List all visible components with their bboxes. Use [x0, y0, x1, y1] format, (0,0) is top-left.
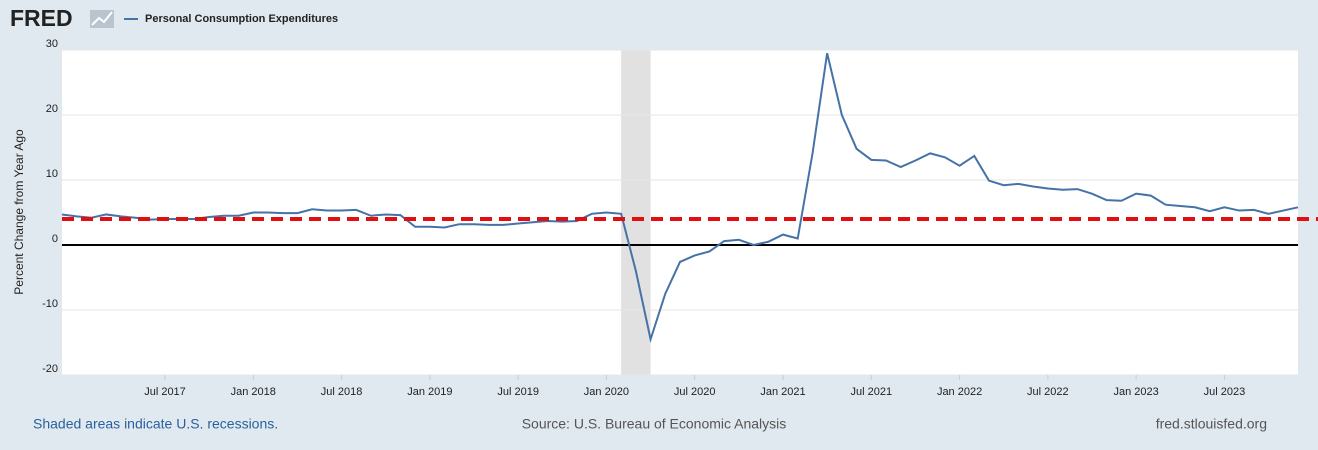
x-tick-label: Jul 2019	[497, 386, 539, 398]
x-tick-label: Jul 2023	[1204, 386, 1246, 398]
x-tick-label: Jan 2020	[584, 386, 629, 398]
y-tick-label: 0	[52, 233, 58, 245]
x-tick-label: Jul 2018	[321, 386, 363, 398]
recession-note: Shaded areas indicate U.S. recessions.	[33, 416, 278, 432]
logo: FRED	[10, 5, 73, 31]
source: Source: U.S. Bureau of Economic Analysis	[522, 416, 787, 432]
recession-band	[621, 50, 651, 375]
x-tick-label: Jul 2021	[850, 386, 892, 398]
site: fred.stlouisfed.org	[1156, 416, 1267, 432]
x-tick-label: Jan 2018	[231, 386, 276, 398]
x-tick-label: Jan 2019	[407, 386, 452, 398]
x-tick-label: Jan 2021	[760, 386, 805, 398]
x-tick-label: Jul 2022	[1027, 386, 1069, 398]
y-tick-label: -10	[42, 298, 58, 310]
series-line	[61, 53, 1299, 344]
y-tick-label: -20	[42, 363, 58, 375]
y-tick-label: 20	[46, 103, 58, 115]
y-tick-label: 10	[46, 168, 58, 180]
legend-label: Personal Consumption Expenditures	[145, 13, 338, 25]
plot-area	[62, 50, 1298, 375]
y-axis-label: Percent Change from Year Ago	[12, 129, 26, 295]
x-tick-label: Jul 2017	[144, 386, 186, 398]
logo-icon	[90, 10, 114, 28]
y-tick-label: 30	[46, 38, 58, 50]
x-tick-label: Jan 2023	[1114, 386, 1159, 398]
x-tick-label: Jan 2022	[937, 386, 982, 398]
x-tick-label: Jul 2020	[674, 386, 716, 398]
